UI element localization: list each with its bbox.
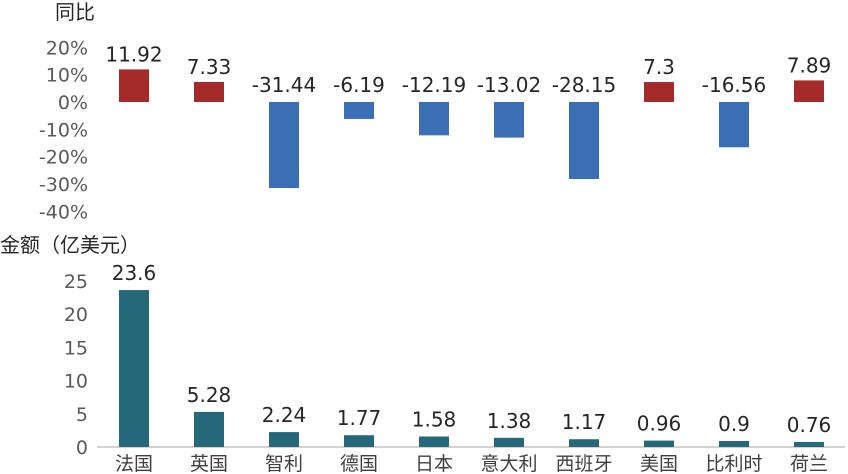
amount-tick-label: 20 [64,304,88,326]
yoy-bar [569,102,599,179]
yoy-data-label: 7.33 [187,55,232,79]
amount-axis-title: 金额（亿美元） [0,233,140,257]
amount-data-label: 1.38 [487,409,532,433]
yoy-data-label: 7.3 [643,55,675,79]
amount-data-label: 23.6 [112,261,157,285]
category-label: 荷兰 [790,453,828,474]
yoy-data-label: 7.89 [787,53,832,77]
amount-bar [344,435,374,447]
amount-data-label: 2.24 [262,403,307,427]
yoy-bar [269,102,299,188]
yoy-tick-label: -30% [39,174,88,196]
amount-bar [194,411,224,447]
amount-data-label: 0.76 [787,413,832,437]
yoy-data-label: -16.56 [702,73,766,97]
yoy-data-labels: 11.92 7.33 -31.44 -6.19 -12.19 -13.02 -28.15 7.… [105,42,831,97]
amount-data-label: 1.58 [412,407,457,431]
yoy-bar [419,102,449,136]
yoy-data-label: -13.02 [477,73,541,97]
amount-bars [119,290,824,447]
yoy-tick-label: 10% [46,65,88,87]
category-label: 智利 [265,453,303,474]
amount-data-label: 1.77 [337,406,382,430]
category-label: 日本 [415,453,453,474]
amount-bar [719,441,749,447]
category-label: 西班牙 [555,453,612,474]
amount-tick-label: 5 [76,404,88,426]
yoy-y-ticks: 20% 10% 0% -10% -20% -30% -40% [39,37,88,223]
yoy-data-label: -6.19 [333,73,385,97]
yoy-tick-label: 20% [46,37,88,59]
yoy-bar [644,82,674,102]
amount-bar [419,436,449,447]
category-label: 美国 [640,453,678,474]
yoy-data-label: -12.19 [402,73,466,97]
amount-data-labels: 23.6 5.28 2.24 1.77 1.58 1.38 1.17 0.96 0.9 0.76 [112,261,832,437]
amount-data-label: 1.17 [562,410,607,434]
amount-bar [644,440,674,447]
yoy-bar [794,80,824,102]
yoy-data-label: -31.44 [252,73,316,97]
yoy-growth-chart: 同比 20% 10% 0% -10% -20% -30% -40% 11.92 7.33 -31… [39,0,831,223]
yoy-bar [719,102,749,148]
yoy-tick-label: -10% [39,119,88,141]
amount-y-ticks: 25 20 15 10 5 0 [64,271,88,459]
amount-tick-label: 10 [64,371,88,393]
category-label: 意大利 [480,453,537,474]
amount-data-label: 5.28 [187,383,232,407]
category-label: 英国 [190,453,228,474]
amount-bar [119,290,149,447]
yoy-tick-label: -20% [39,147,88,169]
amount-chart: 金额（亿美元） 25 20 15 10 5 0 23.6 5.28 2.24 1.77 1.58 1… [0,233,845,474]
category-label: 德国 [340,453,378,474]
amount-bar [269,432,299,447]
category-label: 法国 [115,453,153,474]
yoy-tick-label: 0% [58,92,88,114]
amount-data-label: 0.9 [718,412,750,436]
amount-tick-label: 15 [64,337,88,359]
amount-data-label: 0.96 [637,412,682,436]
category-label: 比利时 [705,453,762,474]
amount-bar [494,437,524,447]
yoy-data-label: -28.15 [552,73,616,97]
yoy-bar [119,69,149,102]
yoy-bar [494,102,524,138]
amount-bar [569,439,599,447]
amount-bar [794,441,824,447]
yoy-bars [119,69,824,188]
amount-tick-label: 0 [76,437,88,459]
amount-category-labels: 法国 英国 智利 德国 日本 意大利 西班牙 美国 比利时 荷兰 [115,453,828,474]
amount-tick-label: 25 [64,271,88,293]
yoy-axis-title: 同比 [55,0,95,24]
yoy-bar [344,102,374,119]
yoy-bar [194,81,224,102]
yoy-data-label: 11.92 [105,42,162,66]
yoy-tick-label: -40% [39,201,88,223]
